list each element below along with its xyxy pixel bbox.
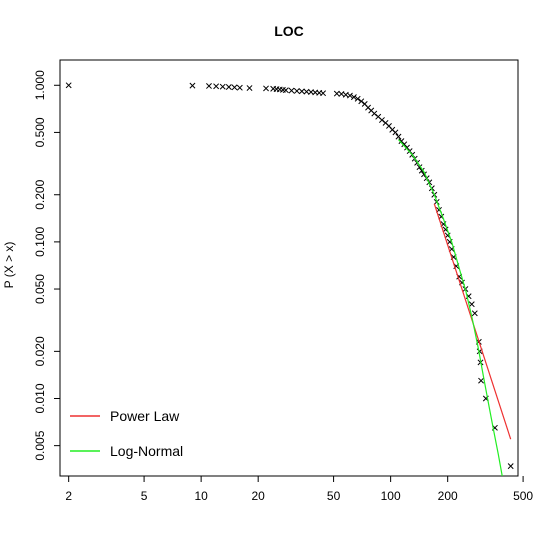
data-point [282, 87, 289, 94]
series-line-log-normal [398, 139, 503, 476]
data-point [395, 133, 402, 140]
data-point [354, 95, 361, 102]
data-point [350, 94, 357, 101]
data-point [225, 84, 232, 90]
y-tick-label: 1.000 [33, 70, 47, 100]
x-tick-label: 20 [251, 489, 265, 503]
data-point [213, 83, 220, 90]
data-point [189, 82, 196, 89]
x-tick-label: 50 [327, 489, 341, 503]
data-point [418, 167, 425, 174]
y-tick-label: 0.020 [33, 336, 47, 366]
data-point [65, 82, 72, 89]
x-tick-label: 10 [194, 489, 208, 503]
legend-label: Power Law [110, 408, 180, 424]
data-point [478, 377, 485, 384]
y-tick-label: 0.050 [33, 274, 47, 304]
y-tick-label: 0.100 [33, 227, 47, 257]
x-tick-label: 5 [141, 489, 148, 503]
x-tick-label: 2 [65, 489, 72, 503]
data-point [346, 92, 353, 99]
data-point [471, 310, 478, 317]
data-point [231, 84, 238, 91]
legend-label: Log-Normal [110, 443, 183, 459]
x-tick-label: 100 [381, 489, 401, 503]
data-point [358, 98, 365, 105]
y-tick-label: 0.010 [33, 383, 47, 413]
data-point [236, 84, 243, 91]
y-axis-label: P (X > x) [2, 242, 16, 289]
data-point [293, 87, 300, 94]
plot-frame [59, 59, 519, 477]
y-tick-label: 0.500 [33, 117, 47, 147]
data-point [219, 83, 226, 90]
data-point [298, 88, 305, 95]
y-tick-label: 0.005 [33, 430, 47, 460]
data-point [404, 144, 410, 151]
data-point [507, 463, 514, 470]
data-point [263, 85, 269, 92]
chart-title: LOC [274, 23, 304, 39]
data-point [392, 129, 399, 136]
plot-area: 2 5 10 20 50 100 200 500 0.005 0.010 0.020 0.050 0.1… [33, 59, 533, 503]
data-point [416, 164, 423, 171]
x-tick-label: 200 [438, 489, 458, 503]
data-point [206, 83, 212, 89]
data-point [371, 110, 378, 117]
data-point [246, 85, 253, 92]
y-tick-label: 0.200 [33, 179, 47, 209]
data-point [320, 90, 327, 97]
data-point [468, 301, 475, 308]
data-point [288, 87, 295, 94]
data-point [333, 90, 340, 97]
x-tick-label: 500 [513, 489, 533, 503]
